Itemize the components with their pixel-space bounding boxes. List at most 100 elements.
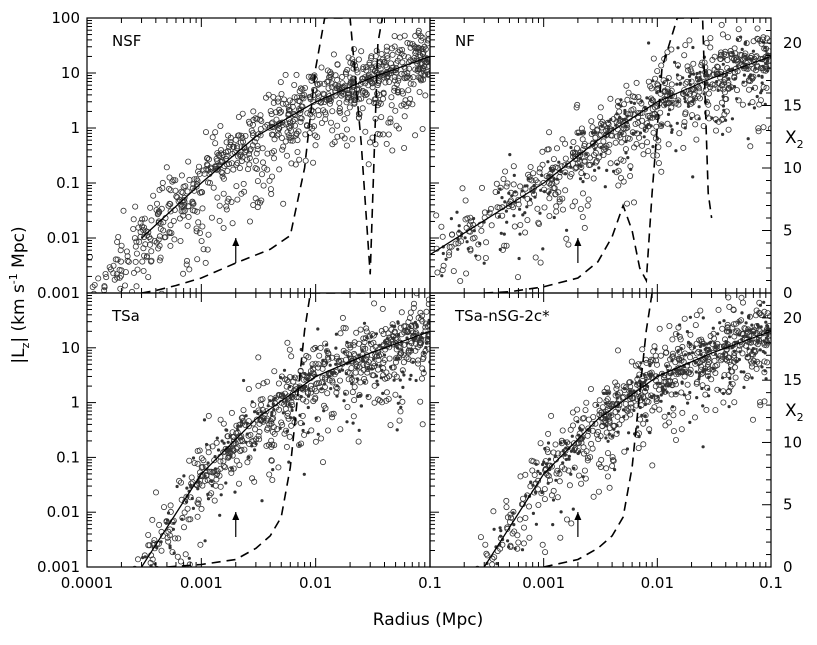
data-point [226,160,233,167]
data-point [604,125,611,132]
data-point [725,126,732,133]
data-point-star [631,131,635,135]
data-point [676,357,683,364]
data-point [539,541,546,548]
data-point-star [603,185,607,189]
data-point [692,121,699,128]
y2-tick-label: 5 [783,222,793,240]
data-point-star [606,439,610,443]
data-point [620,178,627,185]
data-point-star [690,351,695,355]
y2-tick-label: 20 [783,34,802,52]
data-point [145,229,152,236]
data-point [720,388,727,395]
data-point [526,173,533,180]
data-point [116,274,123,281]
data-point-star [624,151,628,155]
y-title-sub: z [19,342,32,348]
data-point [211,457,218,464]
data-point [633,79,640,86]
data-point [318,120,325,127]
data-point-star [543,447,547,451]
data-point [174,194,181,201]
data-point [721,77,728,84]
data-point [328,411,335,418]
data-point [627,383,634,390]
data-point [333,384,340,391]
data-point-star [561,461,565,465]
data-point [341,135,348,142]
data-point [397,408,404,415]
data-point [649,357,656,364]
data-point [278,134,285,141]
data-point [366,98,373,105]
data-point [598,409,605,416]
data-point [509,530,516,537]
data-point [676,333,683,340]
data-point [467,246,474,253]
data-point-star [625,447,630,451]
data-point-star [564,441,568,445]
data-point [279,146,286,153]
data-point [633,140,640,147]
data-point [422,324,429,331]
data-point [197,541,204,548]
data-point-star [685,330,690,334]
data-point [736,346,743,353]
data-point [709,340,716,347]
data-point [600,121,607,128]
x-tick-label: 0.01 [641,574,674,592]
panel-title: TSa-nSG-2c* [454,307,550,325]
data-point [160,219,167,226]
data-point [171,535,178,542]
data-point [303,352,310,359]
data-point [200,457,207,464]
data-point [667,356,674,363]
data-point [487,205,494,212]
data-point [336,100,343,107]
data-point [580,414,587,421]
scatter-points [87,18,430,321]
data-point [415,44,422,51]
data-point-star [316,432,320,436]
data-point [690,60,697,67]
data-point [536,165,543,172]
data-point [170,217,177,224]
data-point [652,75,659,82]
data-point [660,374,667,381]
data-point [219,170,226,177]
data-point [90,316,95,321]
data-point [662,422,669,429]
data-point [615,347,622,354]
data-point-star [389,365,393,369]
data-point [568,520,575,527]
data-point [618,139,625,146]
data-point [425,31,430,38]
data-point-star [759,91,763,95]
data-point [112,299,117,304]
data-point-star [708,348,712,352]
data-point [730,307,737,314]
data-point [343,126,350,133]
data-point [216,202,223,209]
data-point [219,173,226,180]
data-point [596,397,603,404]
data-point [580,129,587,136]
data-point-star [504,209,508,213]
data-point [746,348,753,355]
data-point-star [531,511,536,515]
data-point-star [390,324,394,328]
data-point [328,84,335,91]
data-point [636,430,643,437]
data-point [613,133,620,140]
data-point [767,313,771,320]
data-point [733,357,740,364]
data-point [356,391,363,398]
data-point-star [678,81,683,85]
data-point [399,398,406,405]
data-point [194,513,201,520]
data-point [332,82,339,89]
data-point-star [206,461,210,465]
data-point [382,62,389,69]
data-point-star [580,428,584,432]
